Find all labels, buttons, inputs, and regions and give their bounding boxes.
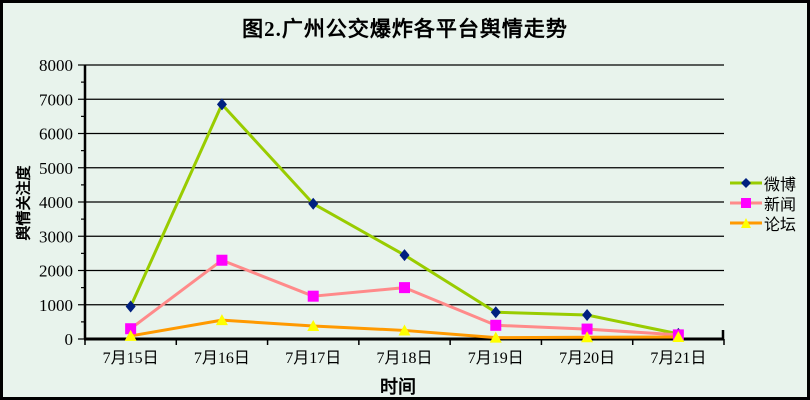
- series-line-news: [129, 258, 679, 337]
- legend: 微博 新闻 论坛: [730, 174, 796, 234]
- x-tick-label: 7月18日: [376, 350, 432, 367]
- y-tick-label: 5000: [39, 159, 73, 178]
- marker-diamond-weibo: [216, 98, 227, 111]
- marker-diamond-weibo: [399, 249, 410, 262]
- series-line-weibo: [129, 102, 679, 336]
- y-tick-label: 6000: [39, 125, 73, 144]
- chart-title: 图2.广州公交爆炸各平台舆情走势: [242, 17, 568, 41]
- y-tick-label: 2000: [39, 262, 73, 281]
- marker-diamond-weibo: [490, 306, 501, 319]
- y-tick-label: 0: [65, 330, 74, 349]
- legend-item-forum: 论坛: [730, 214, 796, 234]
- x-tick-label: 7月15日: [103, 350, 159, 367]
- x-tick-label: 7月17日: [285, 350, 341, 367]
- y-tick-label: 4000: [39, 193, 73, 212]
- marker-square-news: [307, 290, 319, 302]
- y-tick-label: 3000: [39, 227, 73, 246]
- marker-diamond-weibo: [582, 309, 593, 322]
- x-tick-label: 7月21日: [650, 350, 706, 367]
- marker-triangle-forum: [581, 331, 594, 343]
- marker-triangle-forum: [489, 331, 502, 343]
- marker-triangle-forum: [215, 314, 228, 326]
- x-axis-title: 时间: [380, 377, 416, 397]
- marker-square-news: [399, 282, 410, 294]
- legend-item-weibo: 微博: [730, 174, 796, 194]
- marker-triangle-forum: [124, 329, 137, 341]
- legend-marker-forum: [730, 217, 762, 228]
- legend-marker-news: [730, 197, 762, 208]
- y-tick-label: 7000: [39, 90, 73, 109]
- x-tick-label: 7月19日: [468, 350, 524, 367]
- marker-square-news: [581, 323, 593, 335]
- y-tick-label: 1000: [39, 296, 73, 315]
- legend-label-news: 新闻: [764, 196, 797, 214]
- marker-triangle-forum: [398, 324, 411, 336]
- marker-square-news: [490, 319, 502, 331]
- marker-diamond-weibo: [308, 197, 319, 210]
- y-tick-label: 8000: [39, 56, 73, 75]
- marker-triangle-forum: [307, 319, 320, 331]
- legend-marker-weibo: [730, 177, 762, 188]
- x-tick-label: 7月20日: [559, 350, 615, 367]
- marker-triangle-forum: [672, 330, 685, 342]
- marker-square-news: [125, 323, 137, 335]
- marker-square-news: [216, 254, 228, 266]
- x-tick-label: 7月16日: [194, 350, 250, 367]
- legend-label-weibo: 微博: [764, 176, 797, 194]
- plot-area: 0 1000 2000 3000 4000 5000 6000 7000 8000 7月15日 7月…: [39, 56, 725, 367]
- legend-item-news: 新闻: [730, 194, 796, 214]
- legend-label-forum: 论坛: [764, 216, 797, 234]
